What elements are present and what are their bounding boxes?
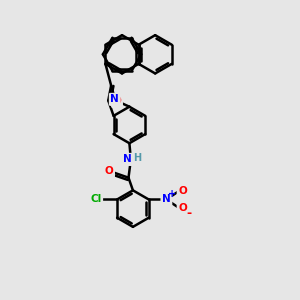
Text: +: + xyxy=(168,189,176,199)
Text: N: N xyxy=(123,154,132,164)
Text: N: N xyxy=(110,94,119,104)
Text: N: N xyxy=(162,194,171,205)
Text: O: O xyxy=(178,186,187,196)
Text: O: O xyxy=(112,96,122,106)
Text: Cl: Cl xyxy=(90,194,101,205)
Text: H: H xyxy=(133,153,141,163)
Text: O: O xyxy=(105,166,113,176)
Text: O: O xyxy=(178,203,187,213)
Text: -: - xyxy=(186,206,191,220)
